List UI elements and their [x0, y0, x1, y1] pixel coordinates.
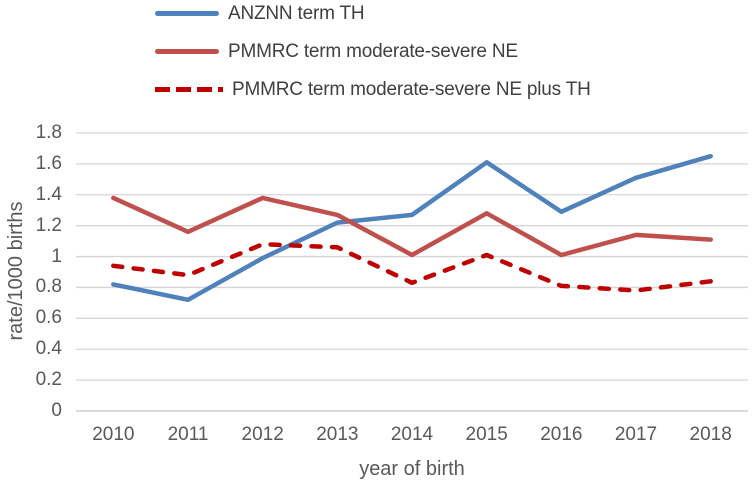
y-tick-label: 0.6	[35, 307, 62, 329]
x-tick-label: 2018	[689, 424, 732, 445]
series-line-1	[111, 195, 713, 258]
y-tick-label: 1.8	[35, 122, 62, 143]
x-tick-label: 2013	[316, 424, 359, 445]
x-tick-label: 2016	[540, 424, 583, 445]
x-tick-label: 2015	[465, 424, 508, 445]
x-tick-label: 2011	[167, 424, 209, 445]
y-tick-label: 0	[51, 400, 62, 421]
legend-item-2: PMMRC term moderate-severe NE plus TH	[155, 77, 591, 102]
legend-line-sample	[155, 49, 219, 54]
y-tick-label: 0.8	[35, 276, 62, 298]
y-tick-label: 1	[51, 245, 62, 267]
y-tick-label: 0.2	[35, 369, 62, 391]
legend-item-0: ANZNN term TH	[155, 1, 591, 26]
y-tick-label: 1.6	[35, 152, 62, 174]
y-tick-label: 0.4	[35, 338, 62, 360]
x-tick-label: 2010	[92, 424, 135, 445]
x-axis-title: year of birth	[359, 458, 465, 480]
y-tick-label: 1.2	[35, 214, 62, 236]
x-tick-label: 2017	[614, 424, 658, 445]
series-line-0	[111, 153, 713, 303]
legend-label: ANZNN term TH	[228, 2, 365, 24]
legend-label: PMMRC term moderate-severe NE plus TH	[232, 78, 591, 100]
series-line-2	[111, 241, 713, 293]
legend: ANZNN term TH PMMRC term moderate-severe …	[155, 1, 591, 102]
legend-line-sample	[155, 87, 223, 92]
legend-item-1: PMMRC term moderate-severe NE	[155, 39, 591, 64]
x-tick-label: 2012	[241, 424, 284, 445]
series-lines	[111, 153, 713, 303]
legend-label: PMMRC term moderate-severe NE	[228, 40, 518, 62]
y-axis-title: rate/1000 births	[5, 201, 27, 341]
legend-line-sample	[155, 11, 219, 16]
y-tick-label: 1.4	[35, 183, 62, 205]
x-tick-label: 2014	[390, 424, 434, 445]
